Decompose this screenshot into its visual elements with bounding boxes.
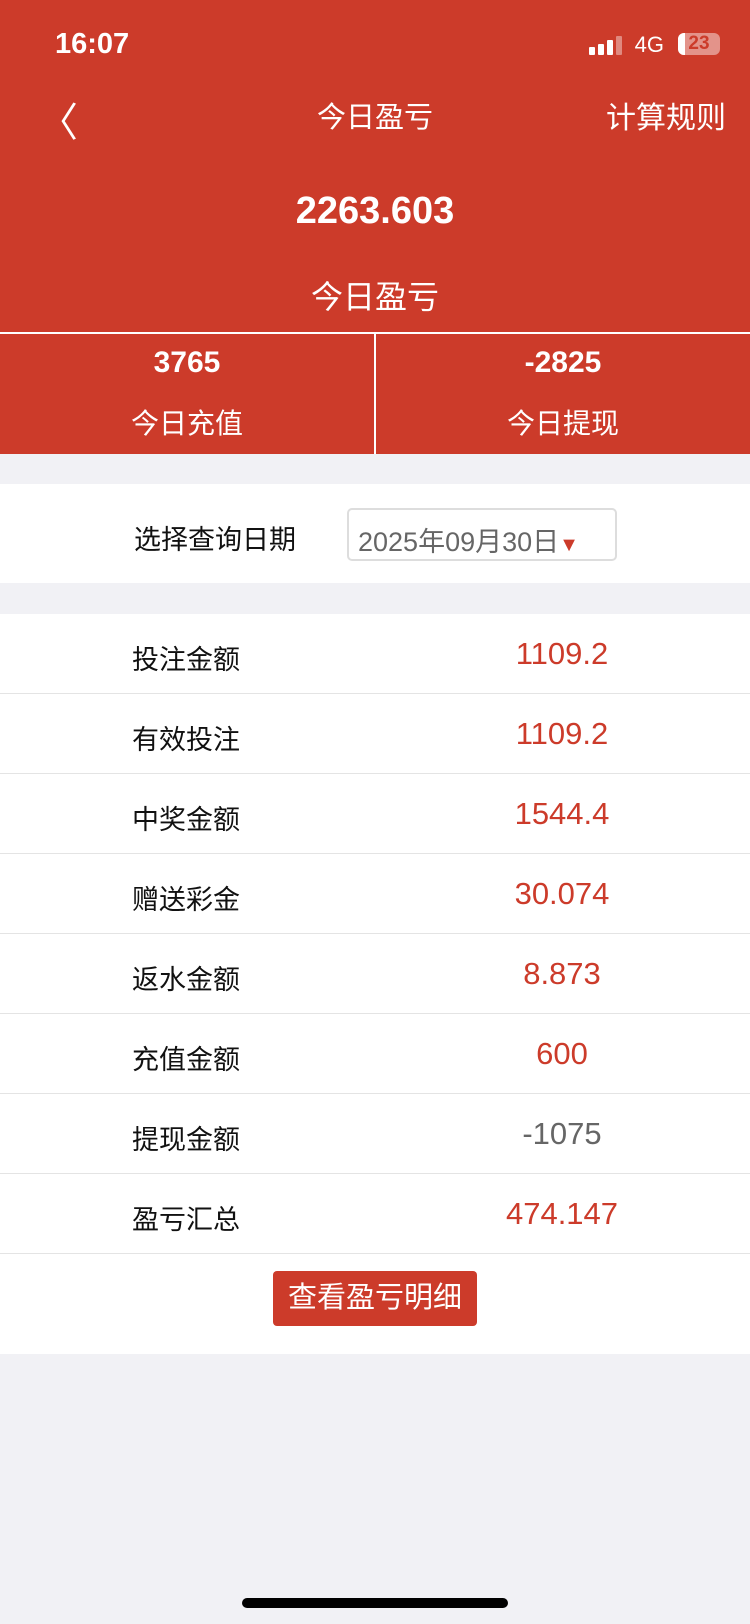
item-label: 提现金额: [132, 1125, 240, 1155]
calc-rules-link[interactable]: 计算规则: [606, 102, 726, 135]
page-title: 今日盈亏: [316, 102, 433, 134]
view-details-button[interactable]: 查看盈亏明细: [273, 1271, 477, 1326]
item-label: 充值金额: [132, 1045, 240, 1075]
list-item: 投注金额 1109.2: [0, 614, 750, 694]
item-label: 有效投注: [132, 725, 240, 755]
dropdown-arrow-icon: ▼: [559, 534, 579, 556]
stat-label: 今日充值: [130, 408, 243, 439]
item-value: 1544.4: [514, 796, 610, 831]
list-item: 赠送彩金 30.074: [0, 854, 750, 934]
date-label: 选择查询日期: [134, 525, 296, 555]
item-label: 投注金额: [132, 645, 240, 675]
stat-withdraw: -2825 今日提现: [376, 346, 750, 442]
status-time: 16:07: [55, 28, 130, 60]
item-label: 中奖金额: [132, 805, 240, 835]
date-select[interactable]: 2025年09月30日▼: [347, 508, 617, 561]
today-profit-value: 2263.603: [295, 190, 455, 232]
item-value: 1109.2: [515, 636, 609, 671]
item-value: 474.147: [505, 1196, 619, 1231]
item-value: 30.074: [514, 876, 610, 911]
signal-icon: [589, 36, 622, 55]
stat-label: 今日提现: [506, 408, 619, 439]
network-label: 4G: [634, 32, 664, 57]
back-button[interactable]: 〈: [38, 101, 78, 145]
date-filter: 选择查询日期 2025年09月30日▼: [0, 484, 750, 583]
item-label: 返水金额: [132, 965, 240, 995]
home-indicator[interactable]: [242, 1598, 508, 1608]
item-value: -1075: [522, 1116, 602, 1151]
today-profit-label: 今日盈亏: [310, 279, 439, 315]
battery-level: 23: [688, 33, 710, 54]
list-item: 中奖金额 1544.4: [0, 774, 750, 854]
stat-value: 3765: [153, 346, 221, 379]
item-value: 8.873: [523, 956, 601, 991]
item-label: 盈亏汇总: [132, 1205, 240, 1235]
list-item: 充值金额 600: [0, 1014, 750, 1094]
list-item: 有效投注 1109.2: [0, 694, 750, 774]
list-item: 提现金额 -1075: [0, 1094, 750, 1174]
stat-recharge: 3765 今日充值: [0, 346, 374, 442]
stats-list: 投注金额 1109.2 有效投注 1109.2 中奖金额 1544.4 赠送彩金 30.…: [0, 614, 750, 1354]
item-value: 600: [536, 1036, 588, 1071]
divider: [0, 332, 750, 334]
divider: [374, 334, 376, 454]
item-label: 赠送彩金: [132, 885, 240, 915]
battery-icon: 23: [678, 33, 720, 55]
list-item: 返水金额 8.873: [0, 934, 750, 1014]
list-item: 盈亏汇总 474.147: [0, 1174, 750, 1254]
stat-value: -2825: [524, 346, 602, 379]
date-value: 2025年09月30日: [358, 527, 560, 557]
header: 16:07 4G 23 〈 今日盈亏 计算规则 2263.603 今日盈亏 37…: [0, 0, 750, 454]
item-value: 1109.2: [515, 716, 609, 751]
